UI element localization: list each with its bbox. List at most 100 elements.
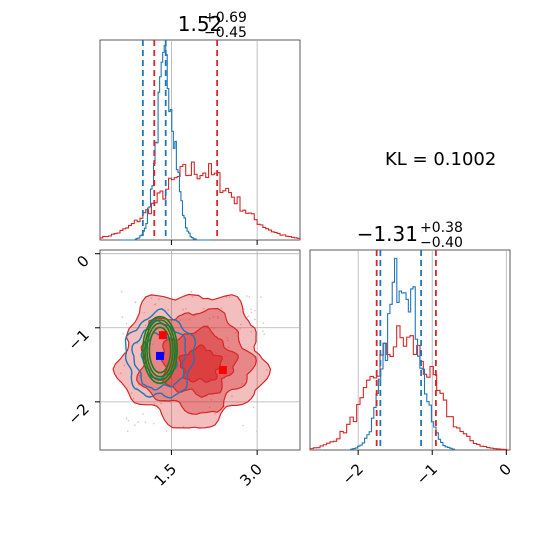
scatter-point	[134, 301, 137, 303]
scatter-point	[217, 317, 219, 320]
scatter-point	[241, 383, 243, 385]
scatter-point	[123, 364, 126, 367]
scatter-point	[193, 314, 196, 317]
scatter-point	[217, 315, 219, 318]
param2-title-lower: −0.40	[420, 235, 463, 251]
scatter-point	[246, 316, 249, 318]
x2-tick-label: 0	[496, 460, 515, 479]
scatter-point	[212, 316, 215, 318]
scatter-point	[170, 402, 173, 405]
scatter-point	[134, 424, 136, 426]
scatter-point	[266, 369, 268, 371]
param1-title: 1.52	[178, 12, 223, 36]
scatter-point	[226, 337, 229, 339]
blue-marker	[156, 351, 164, 360]
scatter-point	[250, 311, 253, 314]
red-marker	[158, 331, 167, 340]
scatter-point	[260, 296, 262, 298]
scatter-point	[248, 296, 251, 298]
scatter-point	[239, 328, 241, 330]
scatter-point	[231, 395, 233, 398]
scatter-point	[250, 330, 252, 333]
scatter-point	[120, 372, 122, 375]
scatter-point	[120, 290, 123, 293]
scatter-point	[143, 311, 146, 314]
green-ellipse	[142, 315, 178, 385]
scatter-point	[127, 419, 130, 422]
scatter-point	[240, 323, 242, 326]
scatter-point	[208, 317, 211, 320]
green-ellipse	[146, 322, 174, 378]
scatter-point	[182, 426, 185, 428]
scatter-point	[126, 430, 129, 433]
scatter-point	[213, 328, 215, 330]
scatter-point	[136, 342, 139, 345]
scatter-point	[228, 296, 231, 298]
y-tick-label: −2	[64, 400, 92, 428]
scatter-point	[256, 321, 259, 323]
scatter-point	[208, 406, 211, 409]
scatter-point	[236, 401, 238, 404]
scatter-point	[150, 297, 153, 299]
scatter-point	[210, 399, 212, 401]
scatter-point	[256, 359, 259, 361]
scatter-point	[256, 430, 258, 433]
scatter-point	[262, 330, 264, 333]
scatter-point	[160, 402, 162, 405]
param2-title: −1.31	[357, 222, 418, 246]
scatter-point	[236, 328, 239, 330]
scatter-point	[220, 307, 223, 309]
scatter-point	[153, 403, 156, 405]
scatter-point	[246, 295, 248, 297]
scatter-point	[224, 355, 227, 357]
x2-tick-label: −1	[413, 460, 441, 488]
param2-title-upper: +0.38	[420, 220, 463, 236]
scatter-point	[252, 406, 255, 408]
param1-title-upper: +0.69	[204, 10, 247, 26]
scatter-point	[228, 346, 230, 349]
scatter-point	[167, 309, 169, 311]
hist-red-param1	[99, 161, 301, 240]
scatter-point	[247, 315, 250, 317]
scatter-point	[215, 352, 217, 355]
scatter-point	[262, 322, 265, 324]
scatter-point	[191, 295, 194, 298]
scatter-point	[125, 322, 128, 325]
blue-contour	[131, 319, 187, 391]
scatter-point	[144, 421, 147, 424]
scatter-point	[153, 304, 156, 306]
scatter-point	[188, 318, 191, 321]
scatter-point	[214, 413, 216, 415]
scatter-point	[132, 397, 135, 400]
scatter-point	[137, 401, 139, 403]
scatter-point	[190, 290, 193, 293]
scatter-point	[250, 308, 252, 310]
marginal-param1-panel	[99, 39, 301, 241]
scatter-point	[130, 392, 133, 394]
scatter-point	[185, 307, 187, 310]
scatter-point	[121, 316, 124, 319]
kl-annotation: KL = 0.1002	[385, 149, 496, 170]
scatter-point	[144, 324, 147, 326]
scatter-point	[225, 296, 228, 298]
param1-title-lower: −0.45	[204, 25, 247, 41]
scatter-point	[182, 308, 184, 311]
scatter-point	[202, 410, 204, 413]
scatter-point	[179, 319, 182, 321]
scatter-point	[138, 374, 141, 377]
scatter-point	[137, 421, 139, 423]
red-contour	[178, 344, 223, 384]
blue-contour	[124, 308, 197, 399]
scatter-point	[154, 303, 157, 305]
scatter-point	[158, 298, 160, 300]
scatter-point	[122, 333, 125, 335]
green-ellipse	[148, 326, 172, 374]
scatter-point	[202, 307, 205, 310]
x-tick-label: 3.0	[236, 460, 266, 490]
green-ellipse	[144, 319, 176, 381]
joint-panel: 1.5 3.0 0 −1 −2	[64, 240, 301, 490]
scatter-point	[227, 339, 229, 342]
scatter-point	[165, 430, 168, 432]
red-marker	[218, 366, 227, 374]
